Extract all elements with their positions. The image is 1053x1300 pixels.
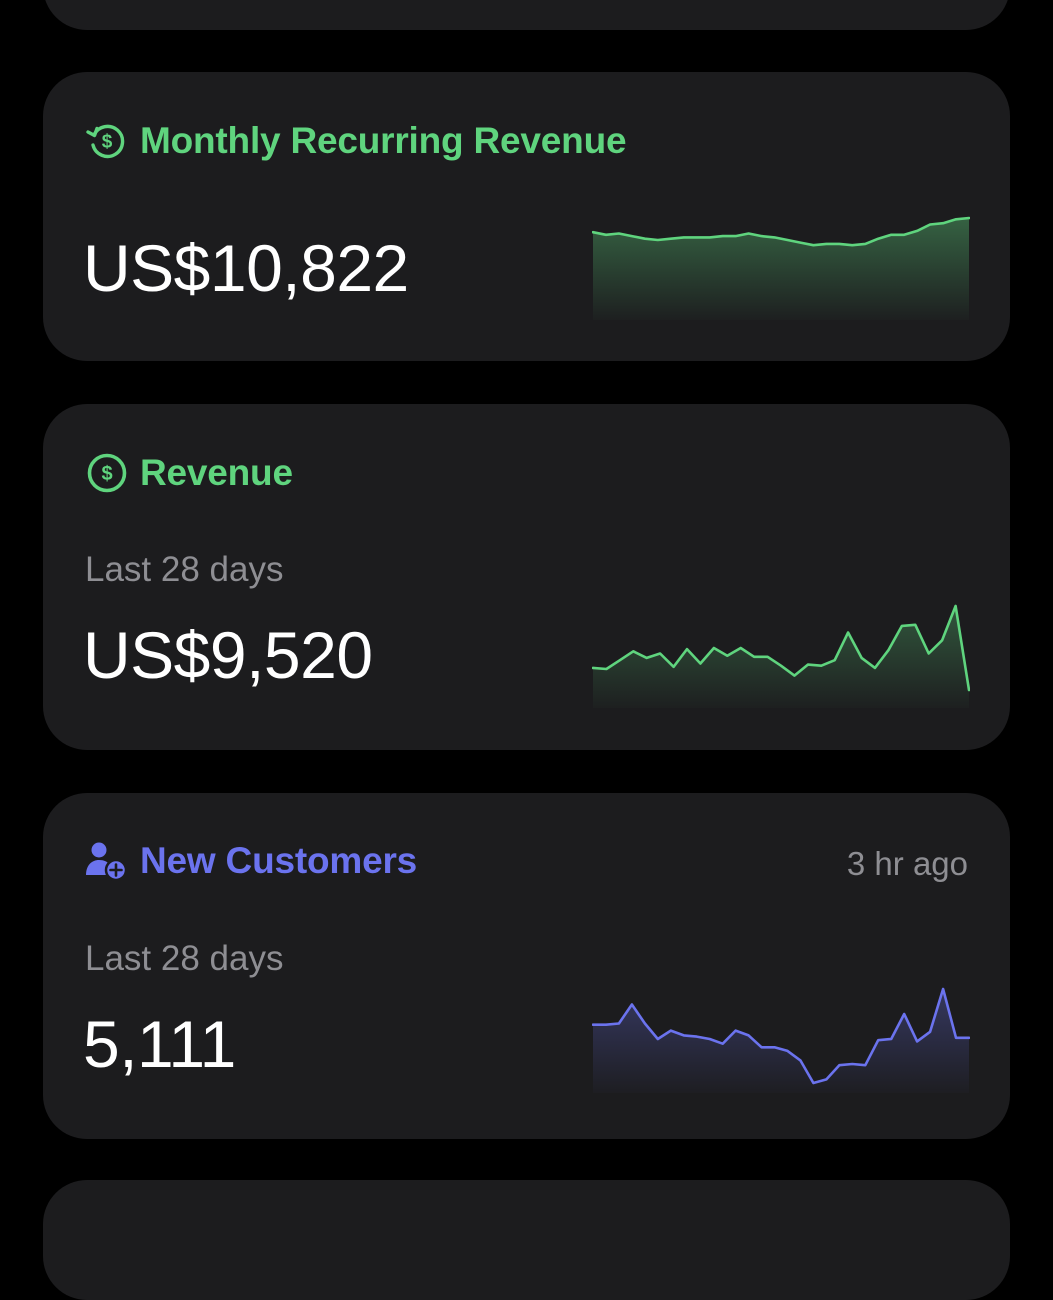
customers-card-header: New Customers — [84, 838, 417, 884]
revenue-sparkline — [592, 604, 970, 708]
svg-text:$: $ — [101, 463, 112, 485]
mrr-card-header: $ Monthly Recurring Revenue — [84, 118, 627, 164]
next-card[interactable] — [43, 1180, 1010, 1300]
mrr-sparkline-line — [592, 216, 970, 247]
revenue-value: US$9,520 — [83, 618, 373, 692]
mrr-card[interactable]: $ Monthly Recurring Revenue US$10,822 — [43, 72, 1010, 361]
customers-title: New Customers — [140, 840, 418, 881]
revenue-sparkline-area — [593, 606, 969, 708]
customers-period: Last 28 days — [85, 939, 284, 978]
mrr-value: US$10,822 — [83, 231, 409, 305]
customers-sparkline-line — [592, 987, 970, 1085]
mrr-title: Monthly Recurring Revenue — [140, 120, 627, 161]
customers-value: 5,111 — [83, 1007, 236, 1081]
dollar-circle-icon: $ — [84, 450, 130, 496]
customers-sparkline — [592, 987, 970, 1093]
revenue-title: Revenue — [140, 452, 293, 493]
revenue-card-header: $ Revenue — [84, 450, 293, 496]
mrr-sparkline — [592, 216, 970, 320]
revenue-sparkline-line — [592, 604, 970, 692]
customers-updated-time: 3 hr ago — [846, 845, 968, 882]
svg-text:$: $ — [102, 132, 113, 153]
recurring-dollar-icon: $ — [84, 118, 130, 164]
customers-sparkline-area — [593, 989, 969, 1093]
revenue-period: Last 28 days — [85, 550, 284, 589]
new-customers-card[interactable]: New Customers 3 hr ago Last 28 days 5,11… — [43, 793, 1010, 1139]
mrr-sparkline-area — [593, 218, 969, 320]
revenue-card[interactable]: $ Revenue Last 28 days US$9,520 — [43, 404, 1010, 750]
add-person-icon — [84, 838, 130, 884]
previous-card[interactable] — [43, 0, 1010, 30]
